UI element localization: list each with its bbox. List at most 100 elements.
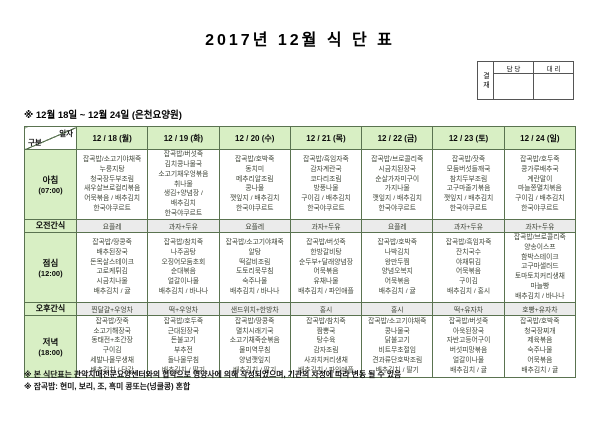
menu-item: 잡곡밥/버섯죽: [448, 317, 489, 325]
menu-item: 감자계란국: [310, 165, 342, 173]
menu-item: 잡곡밥/브로콜리죽: [371, 155, 424, 163]
menu-item: 배추김치 / 바나나: [229, 288, 280, 296]
snack-cell-r1-d5: 과자+두유: [432, 218, 505, 233]
menu-item: 잡곡밥/버섯죽: [163, 151, 204, 158]
menu-item: 얼갈이나물: [452, 357, 485, 365]
menu-item: 소고기해장국: [93, 327, 131, 335]
menu-cell-r0-d0: 잡곡밥/소고기야채죽 누룽지탕 청국장두부조림 새우살브로컬리볶음 어묵볶음 / 배추김…: [75, 149, 149, 220]
menu-cell-r2-d2: 잡곡밥/소고기야채죽 알탕 떡갈비조림 도토리묵무침 숙주나물 배추김치 / 바나나: [218, 231, 291, 303]
menu-item: 콩나물: [245, 185, 265, 193]
menu-cell-r4-d0: 잡곡밥/잣죽 소고기해장국 동태전+초간장 구이김 세발나물무생채 배추김치 / 단감: [75, 314, 149, 378]
snack-cell-r1-d2: 요플레: [218, 218, 291, 233]
menu-item: 세발나물무생채: [90, 357, 135, 365]
menu-item: 구이김: [459, 278, 478, 286]
snack-cell-r3-d4: 홍시: [361, 301, 434, 316]
menu-table-body: 일자 구분 12 / 18 (월) 12 / 19 (화) 12 / 20 (수) 12 …: [24, 126, 577, 378]
menu-item: 숙주나물: [527, 347, 553, 355]
menu-item: 잡곡밥/참치죽: [306, 317, 346, 325]
menu-item: 잔치국수: [456, 248, 482, 256]
menu-item: 배추김치 / 바나나: [158, 288, 209, 296]
menu-item: 순대볶음: [170, 268, 196, 276]
approval-col-manager: 담 당: [493, 61, 534, 74]
menu-item: 청국장두부조림: [90, 175, 135, 183]
day-header-3: 12 / 21 (목): [289, 126, 363, 150]
menu-item: 구이김 / 배추김치: [301, 195, 351, 203]
menu-item: 배추김치 / 딸기: [161, 367, 206, 374]
approval-box: 결재 담 당 대 리: [477, 61, 574, 100]
menu-item: 한국야쿠르트: [307, 205, 345, 213]
menu-cell-r0-d4: 잡곡밥/브로콜리죽 시금치된장국 순살가자미구이 가지나물 깻잎지 / 배추김치 한국야쿠…: [361, 149, 434, 220]
snack-name-label: 오후간식: [35, 304, 66, 314]
meal-name-label: 아침: [42, 174, 59, 185]
menu-item: 잡곡밥/땅콩죽: [92, 238, 132, 246]
menu-item: 잡곡밥/호박죽: [520, 317, 560, 325]
menu-cell-r2-d1: 잡곡밥/참치죽 나주곰탕 오징어모둠초회 순대볶음 얼갈이나물 배추김치 / 바나나: [147, 231, 220, 303]
row-label-오후간식: 오후간식: [24, 301, 77, 316]
menu-item: 떡갈비조림: [239, 258, 271, 266]
menu-item: 배추김치 / 파인애플: [298, 288, 354, 296]
menu-item: 소고기채우엉볶음: [158, 170, 209, 178]
menu-item: 근대된장국: [167, 327, 200, 335]
menu-item: 한국야쿠르트: [449, 205, 488, 213]
meal-time-label: (07:00): [38, 185, 63, 195]
menu-item: 한방갈비탕: [310, 248, 342, 256]
menu-item: 토마토치커리생채: [514, 273, 565, 281]
menu-item: 도토리묵무침: [235, 268, 274, 276]
menu-item: 함박스테이크: [521, 253, 559, 261]
snack-cell-r3-d2: 샌드위치+한방차: [218, 301, 291, 316]
menu-cell-r0-d1: 잡곡밥/버섯죽 김치콩나물국 소고기채우엉볶음 취나물 생김+양념장 / 배추김치 한국야쿠…: [147, 149, 220, 220]
menu-item: 계란말이: [527, 175, 553, 183]
menu-item: 잡곡밥/호두죽: [163, 317, 204, 325]
menu-item: 잡곡밥/흑임자죽: [445, 238, 492, 246]
menu-item: 배추김치 / 파인애플: [298, 367, 354, 374]
menu-item: 잡곡밥/땅콩죽: [234, 317, 275, 325]
menu-item: 누룽지탕: [99, 165, 125, 173]
menu-item: 멸치시래기국: [235, 327, 274, 335]
menu-cell-r2-d0: 잡곡밥/땅콩죽 배추된장국 돈목살스테이크 고로케튀김 시금치나물 배추김치 / 귤: [75, 231, 149, 303]
menu-item: 동태전+초간장: [91, 337, 133, 345]
menu-item: 감자조림: [313, 347, 339, 355]
menu-item: 아욱된장국: [452, 327, 485, 335]
footnotes: ※ 본 식단표는 관악치매전문요양센터와의 협약으로 영양사에 의해 작성되었으…: [24, 369, 401, 394]
menu-item: 배추김치: [170, 200, 196, 208]
menu-item: 돈불고기: [170, 337, 196, 345]
menu-item: 마늘빵: [530, 283, 550, 291]
snack-name-label: 오전간식: [35, 221, 66, 231]
menu-item: 오징어모둠초회: [161, 258, 206, 266]
menu-cell-r4-d6: 잡곡밥/호박죽 청국장찌개 제육볶음 숙주나물 어묵볶음 배추김치 / 귤: [503, 314, 577, 378]
menu-cell-r2-d5: 잡곡밥/흑임자죽 잔치국수 야채튀김 어묵볶음 구이김 배추김치 / 홍시: [432, 231, 505, 303]
menu-cell-r2-d6: 잡곡밥/브로콜리죽 양송이스프 함박스테이크 고구마샐러드 토마토치커리생채 마늘빵 배추김…: [503, 231, 577, 303]
menu-item: 참치두부조림: [449, 175, 488, 183]
menu-item: 잡곡밥/소고기야채죽: [83, 155, 142, 163]
approval-col-deputy: 대 리: [533, 61, 574, 74]
menu-item: 시금치된장국: [378, 165, 417, 173]
menu-item: 순살가자미구이: [375, 175, 420, 183]
menu-item: 콩나물국: [384, 327, 410, 335]
menu-item: 깻잎지 / 배추김치: [443, 195, 494, 203]
menu-cell-r4-d4: 잡곡밥/소고기야채죽 콩나물국 닭불고기 비트무초절임 견과류단호박조림 배추김치 / 딸…: [361, 314, 434, 378]
menu-item: 제육볶음: [527, 337, 553, 345]
menu-item: 시금치나물: [96, 278, 128, 286]
menu-item: 고로케튀김: [96, 268, 128, 276]
menu-item: 잡곡밥/흑임자죽: [303, 155, 349, 163]
approval-sign-cell-manager: [493, 73, 534, 100]
menu-item: 어묵볶음: [456, 268, 482, 276]
menu-item: 유채나물: [313, 278, 339, 286]
menu-item: 잡곡밥/참치죽: [163, 238, 204, 246]
day-header-0: 12 / 18 (월): [75, 126, 149, 150]
menu-item: 잡곡밥/호두죽: [520, 155, 560, 163]
menu-item: 배추김치 / 단감: [90, 367, 134, 374]
row-label-저녁: 저녁 (18:00): [24, 314, 77, 378]
menu-item: 한국야쿠르트: [521, 205, 559, 213]
menu-item: 부추전: [174, 347, 193, 355]
menu-item: 깻잎지 / 배추김치: [372, 195, 422, 203]
period-note: ※ 12월 18일 ~ 12월 24일 (은천요양원): [24, 110, 182, 121]
snack-cell-r1-d3: 과자+두유: [289, 218, 363, 233]
row-label-아침: 아침 (07:00): [24, 149, 77, 220]
menu-item: 깻잎지 / 배추김치: [229, 195, 280, 203]
menu-item: 배추김치 / 바나나: [515, 292, 565, 300]
approval-stamp-label: 결재: [477, 61, 494, 100]
row-오전간식: 오전간식 요플레 과자+두유 요플레 과자+두유 요플레 과자+두유 과자+두유: [24, 218, 577, 233]
menu-item: 가지나물: [384, 185, 410, 193]
menu-item: 배추김치 / 딸기: [375, 367, 419, 374]
